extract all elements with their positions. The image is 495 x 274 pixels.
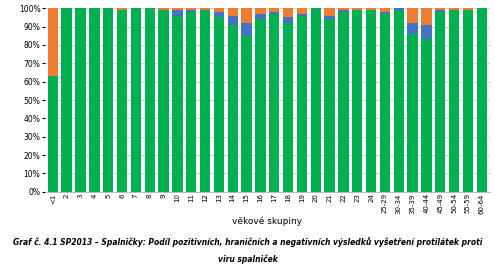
Bar bbox=[172, 16, 183, 192]
Bar bbox=[297, 14, 307, 16]
Bar bbox=[269, 12, 279, 14]
Bar bbox=[283, 8, 293, 18]
Bar bbox=[380, 8, 390, 12]
Bar bbox=[255, 8, 266, 14]
Bar bbox=[463, 8, 473, 10]
Bar bbox=[421, 8, 432, 25]
Bar bbox=[61, 8, 72, 192]
Bar bbox=[158, 10, 169, 192]
Text: Graf č. 4.1 SP2013 – Spalničky: Podíl pozitivních, hraničních a negativních výsl: Graf č. 4.1 SP2013 – Spalničky: Podíl po… bbox=[13, 238, 482, 247]
Bar bbox=[421, 25, 432, 39]
Bar bbox=[242, 8, 252, 23]
Bar bbox=[186, 8, 197, 10]
Bar bbox=[214, 8, 224, 12]
Bar bbox=[449, 10, 459, 192]
Bar bbox=[407, 8, 418, 23]
Bar bbox=[200, 10, 210, 192]
Bar bbox=[158, 8, 169, 10]
Bar bbox=[283, 23, 293, 192]
Bar bbox=[421, 39, 432, 192]
Bar bbox=[338, 10, 348, 12]
Bar bbox=[338, 12, 348, 192]
Bar bbox=[394, 8, 404, 10]
Bar bbox=[407, 34, 418, 192]
Bar bbox=[338, 8, 348, 10]
Bar bbox=[103, 8, 113, 192]
Text: viru spalniček: viru spalniček bbox=[218, 254, 277, 264]
X-axis label: věkové skupiny: věkové skupiny bbox=[232, 216, 302, 226]
Bar bbox=[449, 8, 459, 10]
Bar bbox=[435, 8, 446, 10]
Bar bbox=[463, 10, 473, 192]
Bar bbox=[242, 36, 252, 192]
Bar bbox=[366, 10, 376, 192]
Bar bbox=[297, 8, 307, 14]
Bar bbox=[283, 18, 293, 23]
Bar bbox=[269, 8, 279, 12]
Bar bbox=[394, 10, 404, 192]
Bar bbox=[228, 8, 238, 16]
Bar bbox=[366, 8, 376, 10]
Bar bbox=[352, 10, 362, 192]
Bar bbox=[269, 14, 279, 192]
Bar bbox=[228, 25, 238, 192]
Bar bbox=[117, 8, 127, 10]
Bar bbox=[145, 8, 155, 192]
Bar bbox=[324, 16, 335, 19]
Bar bbox=[255, 14, 266, 19]
Bar bbox=[172, 8, 183, 10]
Bar bbox=[435, 12, 446, 192]
Bar bbox=[186, 10, 197, 12]
Bar bbox=[324, 19, 335, 192]
Bar bbox=[228, 16, 238, 25]
Bar bbox=[117, 10, 127, 192]
Bar bbox=[75, 8, 86, 192]
Bar bbox=[407, 23, 418, 34]
Bar bbox=[242, 23, 252, 36]
Bar bbox=[435, 10, 446, 12]
Bar bbox=[131, 8, 141, 192]
Bar bbox=[352, 8, 362, 10]
Bar bbox=[186, 12, 197, 192]
Bar bbox=[380, 12, 390, 14]
Bar bbox=[255, 19, 266, 192]
Bar bbox=[310, 8, 321, 192]
Bar bbox=[297, 16, 307, 192]
Bar bbox=[89, 8, 99, 192]
Bar bbox=[324, 8, 335, 16]
Bar bbox=[48, 76, 58, 192]
Bar bbox=[48, 8, 58, 76]
Bar bbox=[172, 10, 183, 16]
Bar bbox=[477, 8, 487, 192]
Bar bbox=[214, 12, 224, 18]
Bar bbox=[200, 8, 210, 10]
Bar bbox=[380, 14, 390, 192]
Bar bbox=[214, 18, 224, 192]
